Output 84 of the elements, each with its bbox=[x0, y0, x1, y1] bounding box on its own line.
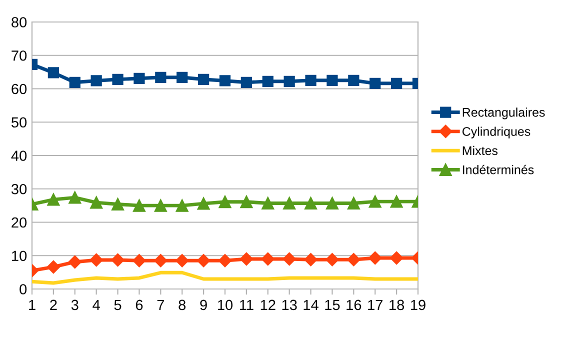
point bbox=[240, 76, 252, 88]
point bbox=[240, 252, 254, 266]
point bbox=[390, 251, 404, 265]
point bbox=[326, 196, 338, 210]
point bbox=[304, 253, 318, 266]
point bbox=[261, 252, 274, 266]
point bbox=[240, 196, 253, 208]
point bbox=[368, 251, 382, 265]
point bbox=[262, 196, 274, 210]
x-tick-label: 16 bbox=[346, 300, 362, 310]
point bbox=[69, 76, 80, 88]
point bbox=[90, 196, 103, 209]
x-tick-label: 12 bbox=[260, 300, 276, 310]
y-tick-label: 50 bbox=[12, 117, 27, 128]
x-tick-label: 19 bbox=[411, 300, 426, 310]
point bbox=[219, 75, 231, 86]
point bbox=[112, 198, 124, 210]
point bbox=[68, 191, 82, 204]
point bbox=[348, 74, 360, 86]
point bbox=[196, 254, 210, 268]
point bbox=[46, 260, 60, 274]
y-tick-label: 20 bbox=[12, 217, 27, 228]
legend-label: Mixtes bbox=[462, 146, 498, 156]
y-tick-label: 40 bbox=[11, 150, 27, 161]
point bbox=[368, 195, 382, 208]
point bbox=[284, 76, 295, 87]
point bbox=[283, 196, 296, 210]
legend-label: Indéterminés bbox=[463, 164, 534, 174]
x-tick-label: 18 bbox=[390, 300, 404, 310]
y-tick-label: 60 bbox=[12, 84, 27, 94]
y-tick-label: 30 bbox=[11, 184, 27, 194]
x-tick-label: 14 bbox=[304, 300, 318, 310]
point bbox=[218, 254, 232, 268]
point bbox=[134, 72, 145, 84]
x-tick-label: 9 bbox=[200, 300, 207, 310]
point bbox=[111, 253, 124, 267]
x-tick-label: 2 bbox=[50, 300, 57, 310]
point bbox=[218, 196, 232, 208]
point bbox=[347, 253, 360, 266]
x-tick-label: 1 bbox=[29, 300, 36, 310]
point bbox=[154, 199, 167, 212]
point bbox=[48, 67, 59, 78]
point bbox=[305, 74, 316, 86]
point bbox=[347, 196, 360, 210]
point bbox=[326, 253, 339, 266]
point bbox=[391, 78, 402, 89]
point bbox=[282, 252, 296, 266]
point bbox=[262, 76, 274, 87]
point bbox=[90, 253, 103, 267]
point bbox=[304, 196, 318, 210]
legend-label: Cylindriques bbox=[462, 126, 530, 138]
line-series bbox=[32, 270, 418, 285]
y-tick-label: 10 bbox=[12, 250, 27, 262]
x-tick-label: 11 bbox=[240, 300, 254, 310]
point bbox=[198, 74, 210, 85]
x-tick-label: 6 bbox=[136, 300, 143, 310]
point bbox=[155, 72, 166, 83]
point bbox=[326, 74, 338, 86]
legend-label: Rectangulaires bbox=[462, 108, 545, 120]
point bbox=[132, 199, 146, 212]
point bbox=[176, 254, 189, 268]
x-tick-label: 13 bbox=[282, 300, 297, 310]
y-tick-label: 0 bbox=[20, 284, 27, 294]
x-tick-label: 7 bbox=[157, 300, 164, 310]
x-tick-label: 15 bbox=[325, 300, 340, 310]
point bbox=[154, 254, 168, 268]
point bbox=[90, 75, 102, 86]
point bbox=[390, 195, 403, 208]
y-tick-label: 80 bbox=[12, 17, 27, 28]
point bbox=[370, 78, 381, 89]
y-tick-label: 70 bbox=[12, 50, 27, 61]
point bbox=[112, 74, 124, 85]
x-tick-label: 8 bbox=[178, 300, 186, 310]
point bbox=[176, 72, 188, 83]
point bbox=[176, 199, 188, 212]
point bbox=[132, 254, 146, 268]
x-tick-label: 3 bbox=[71, 300, 78, 310]
x-tick-label: 17 bbox=[368, 300, 382, 310]
x-tick-label: 4 bbox=[92, 300, 100, 310]
x-tick-label: 10 bbox=[218, 300, 233, 310]
point bbox=[47, 193, 60, 206]
x-tick-label: 5 bbox=[114, 300, 122, 310]
point bbox=[197, 197, 210, 210]
point bbox=[68, 255, 82, 269]
